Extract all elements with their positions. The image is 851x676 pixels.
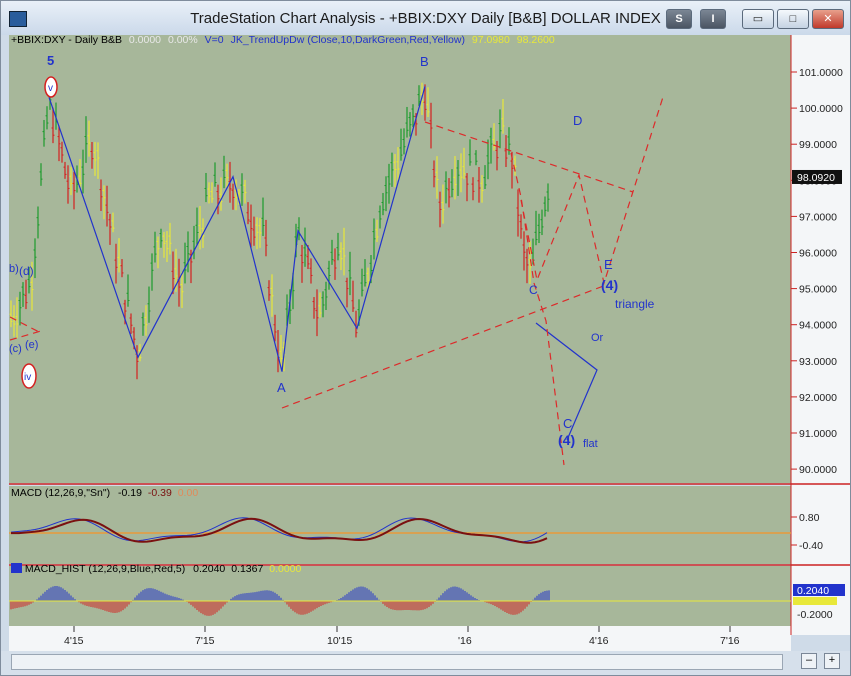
wave-label-wb: b): [9, 263, 19, 275]
time-axis-label: 10'15: [327, 635, 353, 647]
wave-label-v: v: [48, 83, 53, 94]
wave-iv-marker: [21, 363, 37, 389]
price-axis-label: 95.0000: [799, 284, 837, 296]
price-pane[interactable]: [9, 35, 791, 483]
hist-icon: [11, 563, 22, 573]
wave-label-iv: iv: [24, 372, 31, 383]
macd-hist-label: MACD_HIST (12,26,9,Blue,Red,5): [24, 563, 186, 575]
time-axis-label: 4'16: [589, 635, 609, 647]
price-axis-label: 93.0000: [799, 356, 837, 368]
price-axis-label: 92.0000: [799, 392, 837, 404]
wave-label-wE: E: [604, 257, 613, 272]
price-axis-label: 96.0000: [799, 248, 837, 260]
wave-label-w4a: (4): [601, 277, 618, 293]
wave-label-flat: flat: [583, 438, 598, 450]
alt-projection-line: [535, 322, 598, 441]
wave-label-w5: 5: [47, 53, 54, 68]
projection-dashed-line: [424, 121, 634, 193]
zoom-in-icon[interactable]: +: [824, 653, 840, 669]
macd-value-1: -0.19: [118, 487, 142, 499]
last-price-label: 98.0920: [797, 172, 835, 184]
wave-label-wB: B: [420, 54, 429, 69]
indicator-label: JK_TrendUpDw (Close,10,DarkGreen,Red,Yel…: [230, 34, 465, 46]
projection-dashed-line: [9, 330, 42, 341]
signal-line: [11, 517, 548, 544]
hist-zero-flag: [793, 597, 837, 605]
price-axis-label: 97.0000: [799, 211, 837, 223]
time-axis-label: 4'15: [64, 635, 84, 647]
macd-hist-value-1: 0.2040: [193, 563, 226, 575]
wave-label-w4b: (4): [558, 432, 575, 448]
wave-label-wC: C: [529, 283, 538, 297]
change-value: 0.0000: [128, 34, 162, 46]
horizontal-scrollbar[interactable]: [11, 654, 783, 670]
window-title: TradeStation Chart Analysis - +BBIX:DXY …: [190, 10, 661, 27]
wave-label-we: (e): [25, 339, 38, 351]
hist-value-flag: [793, 584, 845, 596]
price-axis-label: 99.0000: [799, 139, 837, 151]
time-axis-label: '16: [458, 635, 472, 647]
price-axis-label: 91.0000: [799, 428, 837, 440]
minimize-button[interactable]: ▭: [742, 9, 774, 29]
macd-hist-pane[interactable]: [9, 566, 791, 626]
time-axis: [9, 626, 791, 651]
wave-label-wd: (d): [19, 264, 34, 278]
macd-hist-value-2: 0.1367: [231, 563, 264, 575]
macd-value-3: 0.00: [177, 487, 199, 499]
wave-v-marker: [44, 76, 58, 98]
projection-dashed-line: [281, 284, 607, 409]
maximize-button[interactable]: □: [777, 9, 809, 29]
wave-label-wc: (c): [9, 343, 22, 355]
macd-value-2: -0.39: [147, 487, 172, 499]
symbol-label: +BBIX:DXY - Daily B&B: [11, 34, 122, 46]
volume-value: V=0: [204, 34, 224, 46]
macd-header: MACD (12,26,9,"Sn") -0.19 -0.39 0.00: [11, 487, 198, 499]
wave-label-wC2: C: [563, 416, 572, 431]
indicator-value-2: 98.2600: [516, 34, 555, 46]
wave-count-line: [48, 86, 426, 372]
app-icon: [9, 11, 27, 27]
projection-dashed-line: [520, 96, 664, 286]
price-axis-label: 101.0000: [799, 67, 843, 79]
macd-hist-header: MACD_HIST (12,26,9,Blue,Red,5) 0.2040 0.…: [11, 563, 301, 575]
macd-axis-label: -0.40: [799, 540, 823, 552]
last-price-flag: [792, 169, 842, 184]
wave-label-or: Or: [591, 332, 604, 344]
macd-hist-value-3: 0.0000: [269, 563, 302, 575]
macd-label: MACD (12,26,9,"Sn"): [11, 487, 111, 499]
wave-label-wA: A: [277, 380, 286, 395]
s-menu-button[interactable]: S: [666, 9, 692, 29]
chart-header: +BBIX:DXY - Daily B&B 0.0000 0.00% V=0 J…: [11, 34, 559, 46]
title-bar: TradeStation Chart Analysis - +BBIX:DXY …: [1, 1, 850, 35]
projection-dashed-line: [510, 152, 565, 466]
wave-label-triangle: triangle: [615, 297, 655, 311]
price-axis-label: 100.0000: [799, 103, 843, 115]
hist-axis-label: -0.2000: [797, 609, 833, 621]
zoom-out-icon[interactable]: –: [801, 653, 817, 669]
projection-dashed-line: [9, 316, 42, 334]
price-axis-label: 90.0000: [799, 464, 837, 476]
time-axis-label: 7'16: [720, 635, 740, 647]
wave-label-wD: D: [573, 113, 582, 128]
i-menu-button[interactable]: I: [700, 9, 726, 29]
indicator-value-1: 97.0980: [471, 34, 510, 46]
macd-axis-label: 0.80: [799, 512, 820, 524]
change-pct-value: 0.00%: [167, 34, 198, 46]
hist-axis-flag: 0.2040: [797, 585, 829, 597]
close-button[interactable]: ✕: [812, 9, 844, 29]
time-axis-label: 7'15: [195, 635, 215, 647]
price-axis-label: 94.0000: [799, 320, 837, 332]
